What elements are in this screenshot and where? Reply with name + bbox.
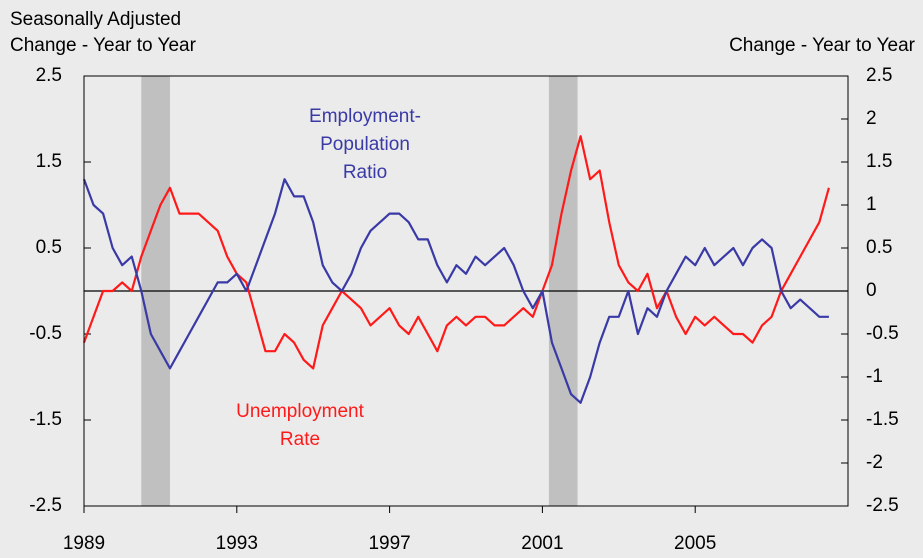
series-label: Employment- <box>309 106 421 127</box>
y2-tick-label: 0 <box>866 280 877 301</box>
series-label: Unemployment <box>236 401 364 422</box>
y-tick-label: -0.5 <box>29 323 62 344</box>
x-tick-label: 1989 <box>63 533 105 554</box>
series-label: Ratio <box>343 162 387 183</box>
series-label: Population <box>320 134 410 155</box>
series-line <box>82 178 829 404</box>
series-line <box>82 135 830 370</box>
y2-tick-label: 2.5 <box>866 65 892 86</box>
y2-tick-label: 0.5 <box>866 237 892 258</box>
y2-tick-label: 1 <box>866 194 877 215</box>
left-axis-title: Seasonally Adjusted <box>10 9 181 30</box>
y-tick-label: -2.5 <box>29 495 62 516</box>
y-tick-label: 1.5 <box>36 151 62 172</box>
series-label: Rate <box>280 429 320 450</box>
y2-tick-label: -2.5 <box>866 495 899 516</box>
left-axis-title: Change - Year to Year <box>10 35 197 56</box>
x-tick-label: 2005 <box>674 533 716 554</box>
y2-tick-label: -1 <box>866 366 883 387</box>
y2-tick-label: -0.5 <box>866 323 899 344</box>
y-tick-label: -1.5 <box>29 409 62 430</box>
x-tick-label: 2001 <box>521 533 563 554</box>
y2-tick-label: -2 <box>866 452 883 473</box>
y2-tick-label: 1.5 <box>866 151 892 172</box>
y-tick-label: 2.5 <box>36 65 62 86</box>
y-tick-label: 0.5 <box>36 237 62 258</box>
x-tick-label: 1993 <box>216 533 258 554</box>
right-axis-title: Change - Year to Year <box>729 35 916 56</box>
plot-frame <box>83 75 849 507</box>
y2-tick-label: -1.5 <box>866 409 899 430</box>
x-tick-label: 1997 <box>368 533 410 554</box>
y2-tick-label: 2 <box>866 108 877 129</box>
